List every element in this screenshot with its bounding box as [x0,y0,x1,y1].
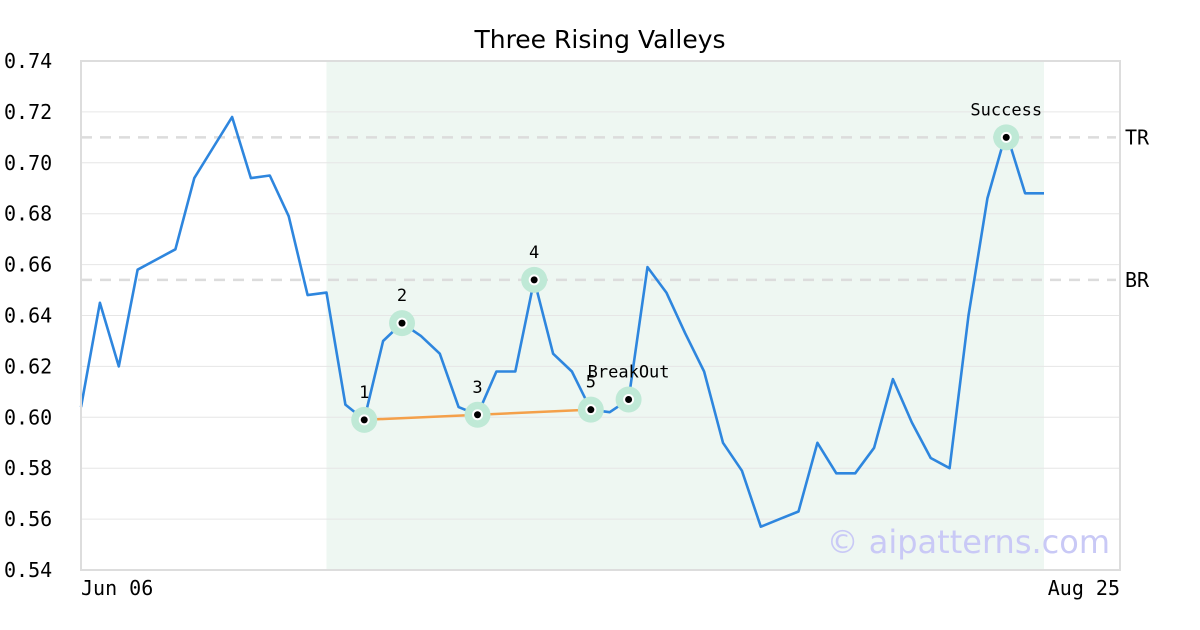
point-dot [530,276,538,284]
levels: TR BR [81,125,1150,292]
point-label: Success [970,100,1042,120]
y-tick-label: 0.56 [4,507,52,531]
x-tick-label: Aug 25 [1048,576,1120,600]
point-label: 2 [397,286,407,306]
y-tick-label: 0.68 [4,202,52,226]
point-dot [587,406,595,414]
plot-frame [80,60,1121,571]
y-tick-label: 0.72 [4,100,52,124]
y-axis-ticks: 0.54 0.56 0.58 0.60 0.62 0.64 0.66 0.68 0.70 0.72… [4,49,52,582]
y-tick-label: 0.62 [4,354,52,378]
y-tick-label: 0.66 [4,253,52,277]
series [79,115,1044,529]
x-tick-label: Jun 06 [81,576,153,600]
watermark: © aipatterns.com [827,523,1110,561]
point-label: BreakOut [588,362,670,382]
y-tick-label: 0.60 [4,405,52,429]
point-dot [474,411,482,419]
point-dot [398,319,406,327]
level-label: TR [1125,125,1150,149]
point-dot [1002,133,1010,141]
series-line [79,115,1044,529]
point-label: 4 [529,243,539,263]
level-label: BR [1125,268,1150,292]
y-tick-label: 0.70 [4,151,52,175]
point-label: 1 [359,383,369,403]
point-label: 3 [472,378,482,398]
chart-title: Three Rising Valleys [473,25,725,54]
x-axis-ticks: Jun 06 Aug 25 [81,576,1120,600]
point-label: 5 [586,373,596,393]
point-dot [360,416,368,424]
y-tick-label: 0.64 [4,304,52,328]
y-tick-label: 0.74 [4,49,52,73]
y-tick-label: 0.54 [4,558,52,582]
point-dot [625,395,633,403]
y-tick-label: 0.58 [4,456,52,480]
